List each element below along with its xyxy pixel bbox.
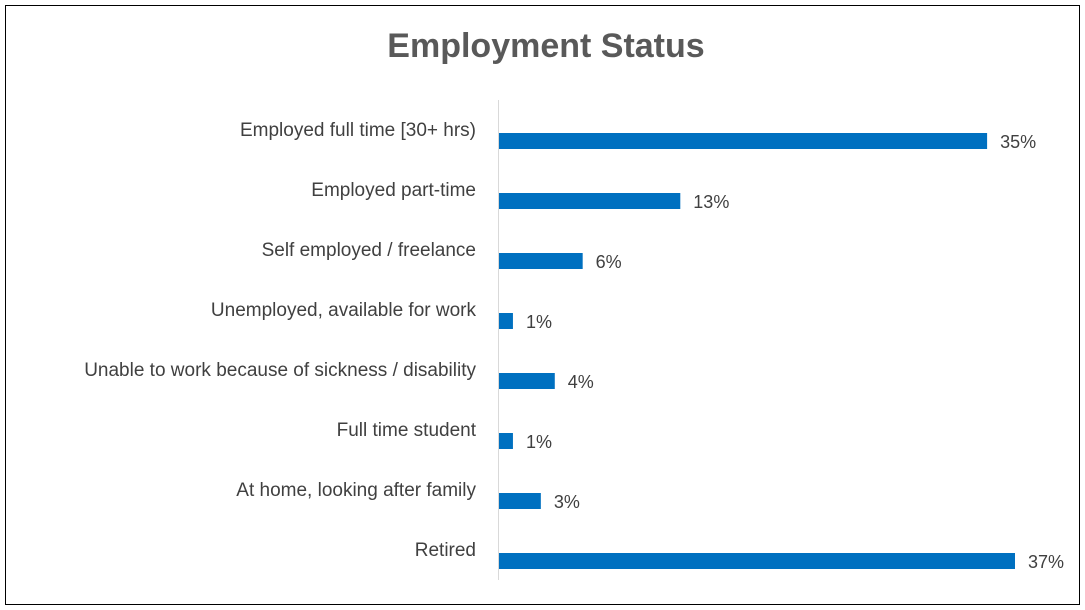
bar <box>499 373 555 389</box>
value-label: 3% <box>554 492 580 512</box>
chart-frame <box>5 5 1080 605</box>
bar <box>499 553 1015 569</box>
category-label: At home, looking after family <box>236 480 476 501</box>
category-label: Full time student <box>337 420 477 441</box>
value-label: 1% <box>526 432 552 452</box>
value-label: 13% <box>693 192 729 212</box>
chart-title: Employment Status <box>387 27 704 65</box>
bar <box>499 433 513 449</box>
category-label: Unemployed, available for work <box>211 300 477 321</box>
value-label: 1% <box>526 312 552 332</box>
value-label: 35% <box>1000 132 1036 152</box>
bar <box>499 313 513 329</box>
value-label: 37% <box>1028 552 1064 572</box>
category-label: Self employed / freelance <box>262 240 476 261</box>
bar <box>499 193 681 209</box>
bar <box>499 253 583 269</box>
bar <box>499 493 541 509</box>
category-label: Retired <box>415 540 476 561</box>
category-label: Employed part-time <box>311 180 476 201</box>
value-label: 6% <box>596 252 622 272</box>
value-label: 4% <box>568 372 594 392</box>
category-label: Unable to work because of sickness / dis… <box>84 360 476 381</box>
category-label: Employed full time [30+ hrs) <box>240 120 476 141</box>
bar <box>499 133 988 149</box>
